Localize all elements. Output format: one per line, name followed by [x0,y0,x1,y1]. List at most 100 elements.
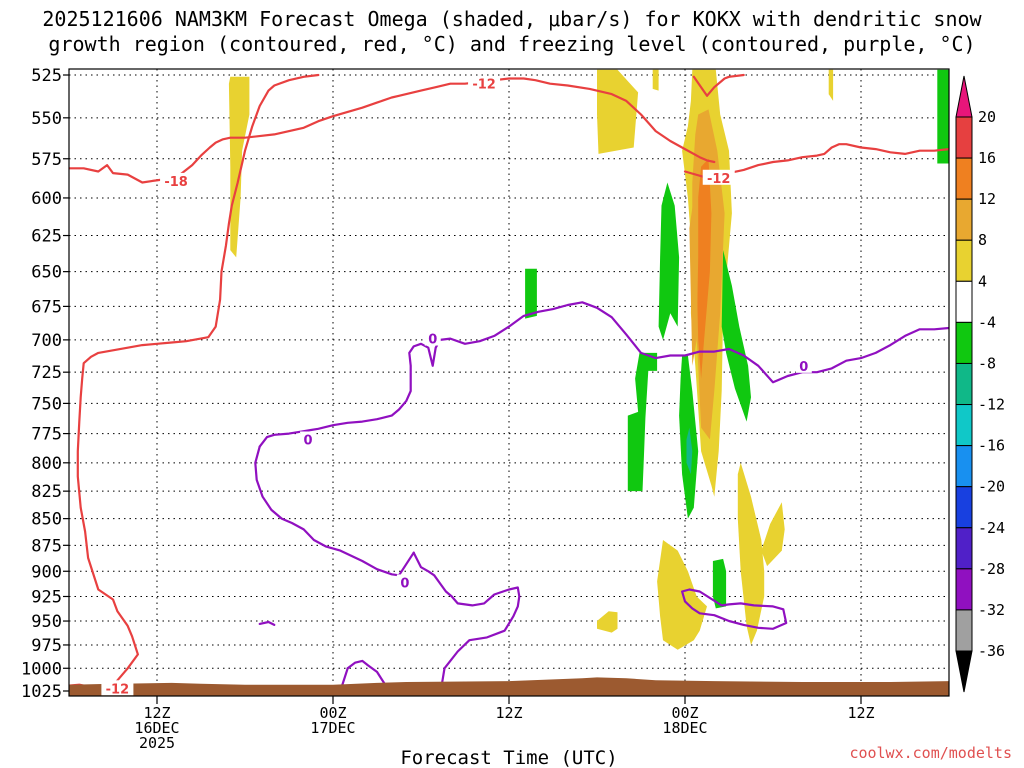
colorbar-tick-8: -16 [978,437,1005,455]
omega-shade-8 [597,611,618,633]
contour-label-bg-2 [702,169,735,185]
contour-dgz-3 [692,73,745,97]
colorbar-band-2 [955,198,973,241]
y-axis-ticks: 525 550 575 600 625 650 675 700 725 750 775 800 825 8… [21,66,69,702]
omega-shade-2 [652,69,659,91]
contour-label-bg-5 [300,431,317,447]
y-tick-label-550: 550 [31,109,62,129]
contour-label-0: -18 [164,175,188,190]
contour-dgz-4 [683,143,949,179]
colorbar-tick-10: -24 [978,519,1005,537]
colorbar-tick-7: -12 [978,396,1005,414]
colorbar-band-12 [955,609,973,652]
y-tick-label-700: 700 [31,331,62,351]
contour-labels: -18 -12 -12 -12 0 0 0 0 [101,75,812,697]
x-tick-label-0-0: 12Z [143,704,170,722]
colorbar-tick-9: -20 [978,478,1005,496]
y-tick-label-950: 950 [31,612,62,632]
x-tick-label-2-0: 12Z [495,704,522,722]
contour-label-bg-1 [468,75,501,91]
omega-shade-10 [696,158,712,379]
y-tick-label-775: 775 [31,425,62,445]
contour-label-bg-4 [424,330,441,346]
colorbar-band-7 [955,404,973,447]
y-tick-label-900: 900 [31,562,62,582]
colorbar-tick-6: -8 [978,354,996,372]
omega-shade-11 [689,197,699,366]
contour-freezing-13 [254,445,415,577]
omega-colorbar: 20 16 12 8 4 -4 -8 -12 -16 -20 -24 -28 -32 -36 [955,75,1005,693]
y-tick-label-825: 825 [31,482,62,502]
omega-shade-16 [525,268,537,319]
colorbar-band-10 [955,527,973,570]
contour-dgz-2 [76,73,320,687]
colorbar-band-9 [955,486,973,529]
y-tick-label-925: 925 [31,587,62,607]
colorbar-tick-13: -36 [978,642,1005,660]
colorbar-band-1 [955,157,973,200]
x-axis-title: Forecast Time (UTC) [400,747,617,768]
contour-freezing-9 [681,588,788,630]
contour-label-6: 0 [400,576,409,591]
colorbar-tick-1: 16 [978,149,996,167]
contour-freezing-7 [346,659,387,687]
colorbar-tick-5: -4 [978,313,996,331]
omega-shade-3 [828,69,834,101]
y-tick-label-750: 750 [31,394,62,414]
y-tick-label-1025: 1025 [21,682,62,702]
colorbar-band-11 [955,568,973,611]
colorbar-band-6 [955,362,973,406]
credit-text: coolwx.com/modelts [849,744,1012,762]
contour-label-bg-3 [101,680,134,696]
y-tick-label-800: 800 [31,454,62,474]
colorbar-top-triangle [955,75,973,118]
colorbar-tick-4: 4 [978,272,987,290]
colorbar-band-8 [955,445,973,488]
x-tick-label-0-1: 16DEC [134,719,179,737]
y-tick-label-625: 625 [31,227,62,247]
colorbar-tick-0: 20 [978,108,996,126]
chart-title-line2: growth region (contoured, red, °C) and f… [48,32,975,56]
colorbar-tick-3: 8 [978,231,987,249]
contour-label-2: -12 [707,172,731,187]
x-tick-label-1-0: 00Z [319,704,346,722]
contour-label-bg-6 [396,574,413,590]
omega-shade-6 [737,462,765,645]
y-tick-label-575: 575 [31,150,62,170]
colorbar-band-5 [955,321,973,364]
omega-shade-12 [658,182,680,340]
omega-shade-7 [761,502,785,567]
x-tick-label-0-2: 2025 [139,734,175,752]
y-tick-label-1000: 1000 [21,659,62,679]
contour-label-4: 0 [428,333,437,348]
contour-label-7: 0 [799,360,808,375]
omega-shade-1 [597,69,639,154]
colorbar-band-4 [955,280,973,323]
y-tick-label-725: 725 [31,363,62,383]
contour-label-bg-7 [795,357,812,373]
x-tick-label-4-0: 12Z [847,704,874,722]
y-tick-label-850: 850 [31,510,62,530]
chart-title-line1: 2025121606 NAM3KM Forecast Omega (shaded… [42,7,982,31]
x-tick-label-3-0: 00Z [671,704,698,722]
terrain-fill [69,677,949,696]
omega-shade-15 [721,250,751,422]
y-tick-label-600: 600 [31,189,62,209]
colorbar-tick-2: 12 [978,190,996,208]
contour-label-5: 0 [304,434,313,449]
omega-shade-18 [937,69,949,164]
omega-shade-13 [627,352,658,492]
contour-freezing-8 [340,667,349,688]
colorbar-bottom-triangle [955,650,973,693]
y-tick-label-525: 525 [31,66,62,86]
colorbar-band-3 [955,239,973,282]
y-tick-label-650: 650 [31,263,62,283]
colorbar-tick-12: -32 [978,601,1005,619]
omega-shade-17 [712,558,727,609]
colorbar-band-0 [955,116,973,159]
colorbar-tick-11: -28 [978,560,1005,578]
contour-freezing-6 [412,551,521,688]
omega-shading [228,69,949,650]
